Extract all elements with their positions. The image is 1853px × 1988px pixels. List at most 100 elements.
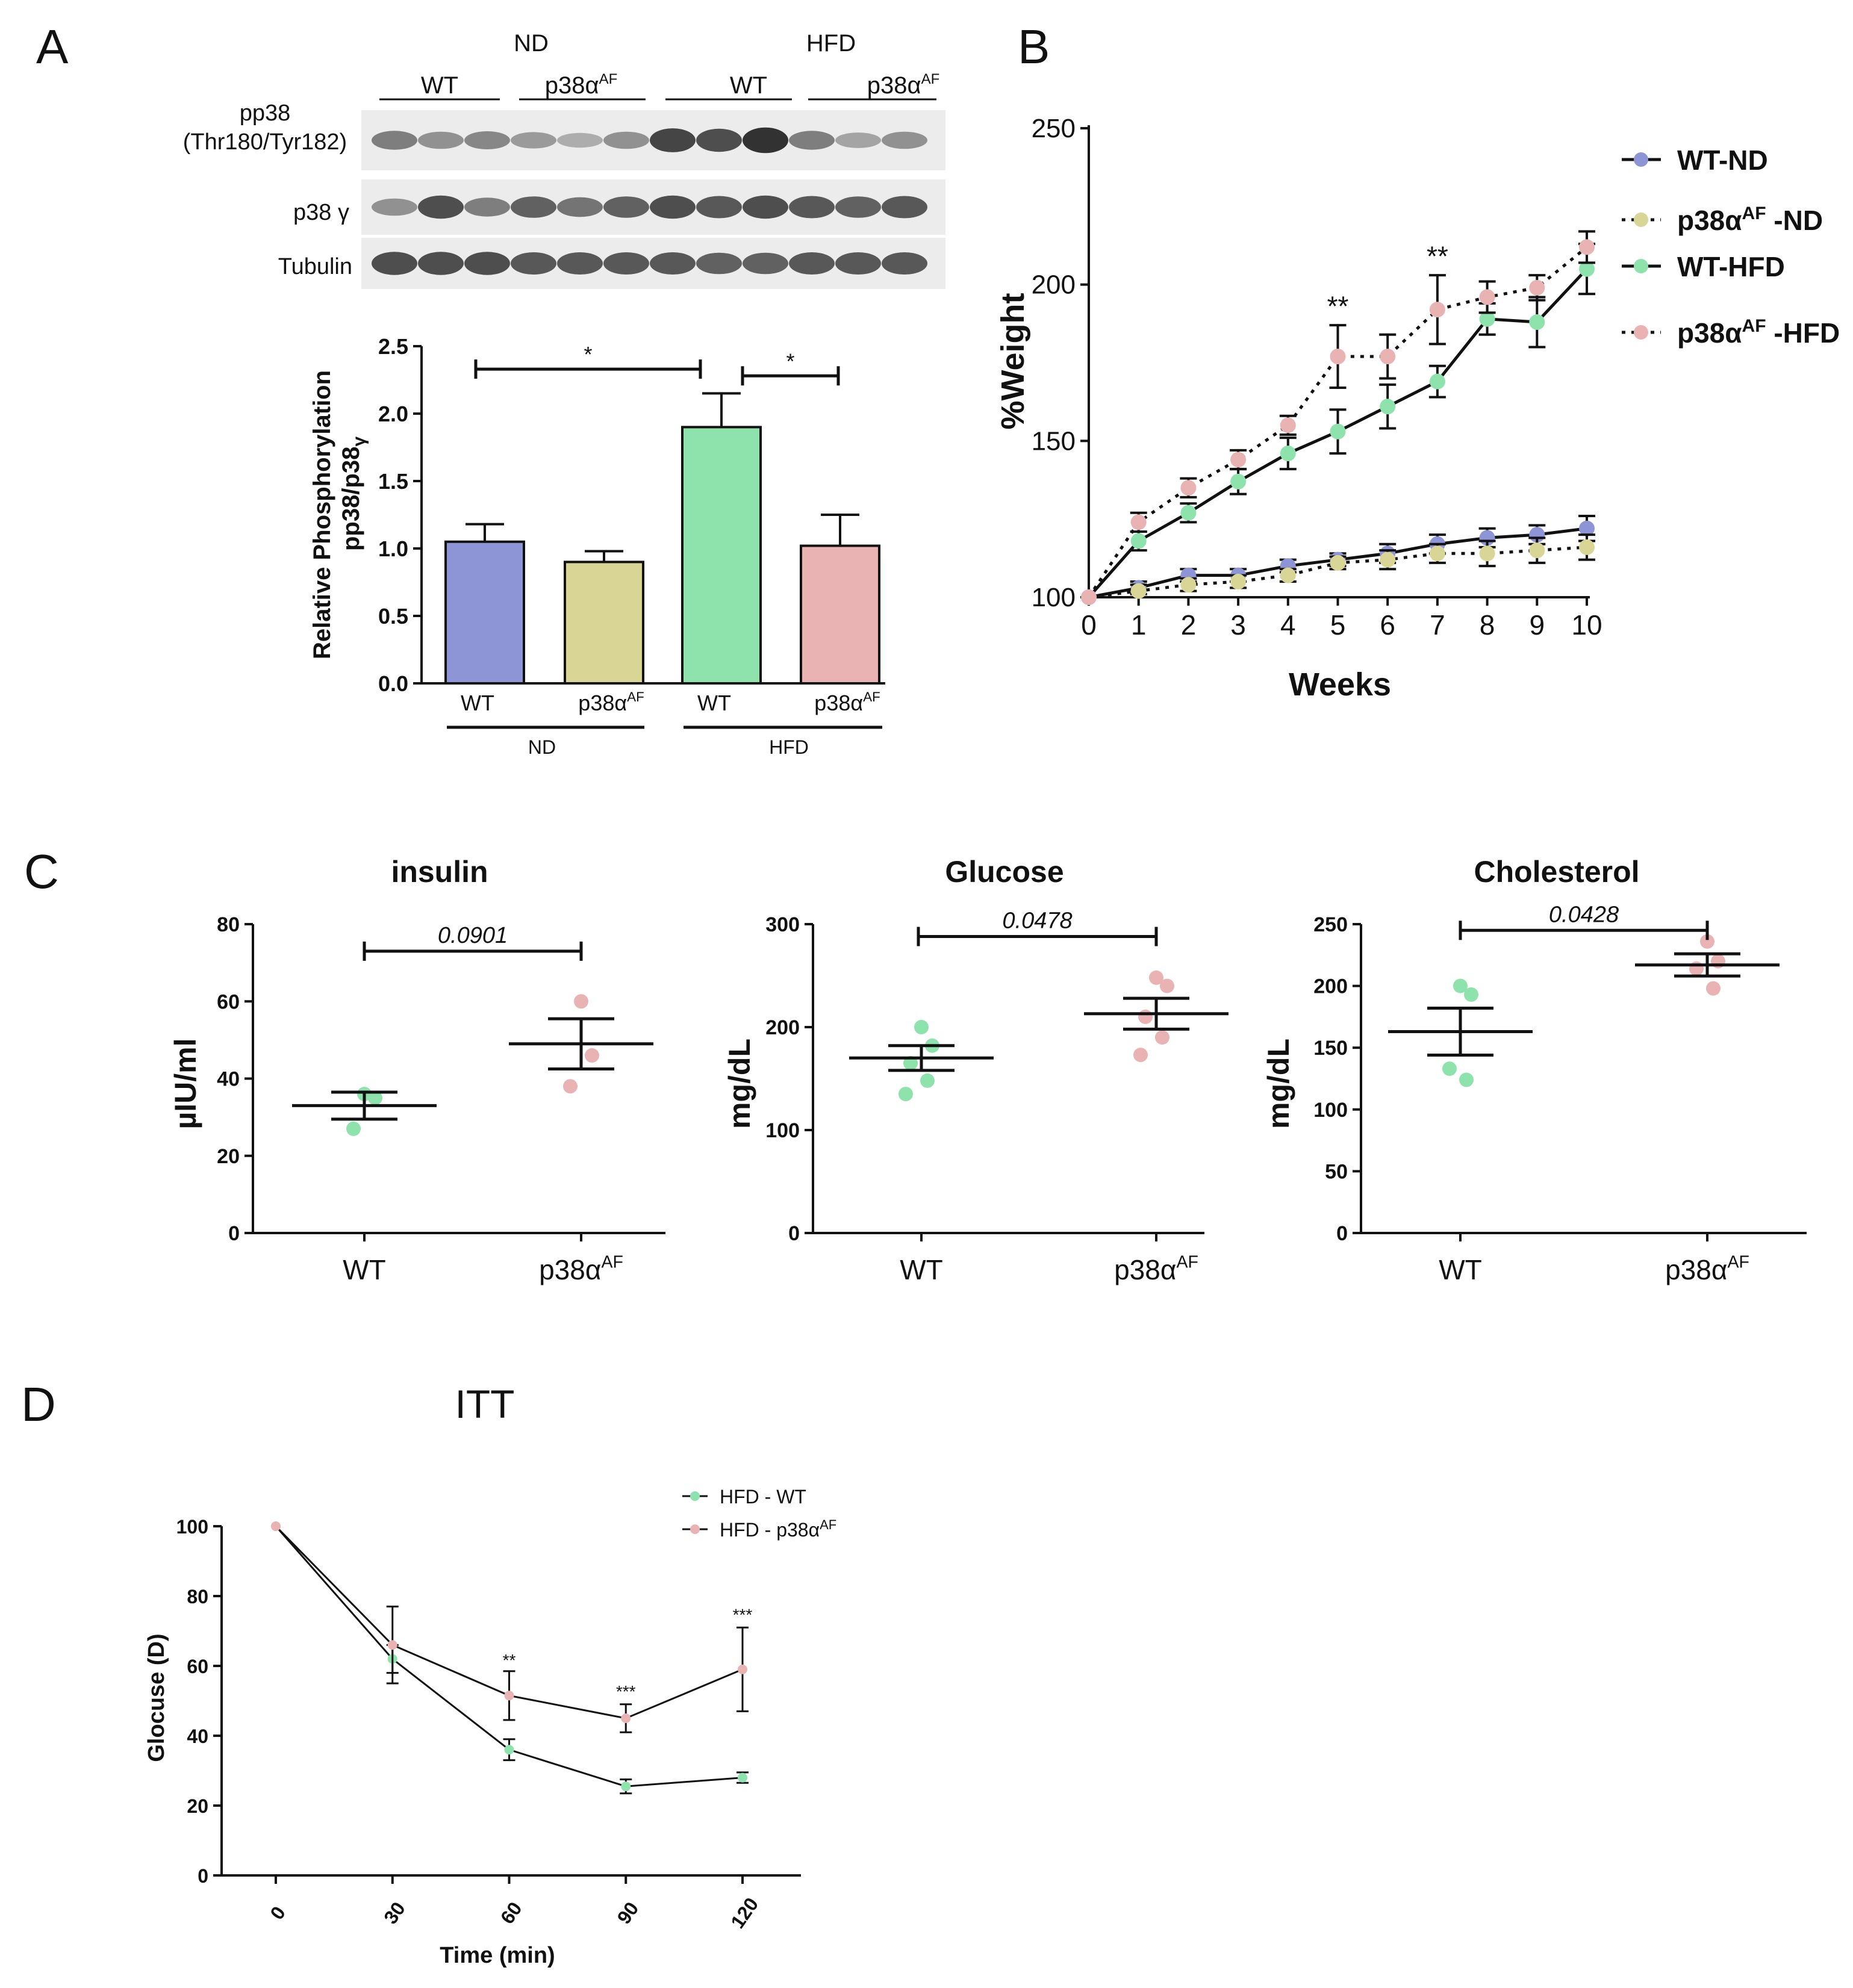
x-tick-label: 9 bbox=[1530, 609, 1545, 641]
data-point bbox=[1133, 1048, 1148, 1063]
blot-group-label: WT bbox=[379, 72, 500, 101]
y-tick-label: 80 bbox=[187, 1586, 208, 1607]
data-point bbox=[574, 994, 588, 1009]
y-tick-label: 0 bbox=[228, 1222, 240, 1245]
x-tick-label: 90 bbox=[613, 1898, 643, 1928]
data-point bbox=[920, 1073, 935, 1088]
blot-band bbox=[511, 132, 556, 149]
y-tick-label: 250 bbox=[1032, 114, 1076, 143]
y-axis-label: µIU/ml bbox=[169, 1038, 202, 1129]
blot-band bbox=[464, 252, 510, 275]
data-point bbox=[1180, 480, 1197, 496]
bar-chart-phosphorylation: 0.0 0.5 1.0 1.5 2.0 2.5 WT p38αAF WT p38αAF ND HFD *… bbox=[309, 334, 885, 758]
svg-text:WT: WT bbox=[421, 72, 458, 99]
data-point bbox=[1579, 539, 1595, 555]
data-point bbox=[1579, 239, 1595, 255]
western-blot: ND HFD WT p38αAF WT p38αAF pp38 (Thr180/… bbox=[183, 30, 945, 289]
x-tick-label: p38αAF bbox=[1665, 1253, 1749, 1285]
y-axis-label: %Weight bbox=[995, 293, 1031, 429]
p-value: 0.0478 bbox=[1002, 909, 1072, 934]
data-point bbox=[387, 1640, 397, 1650]
blot-row-label-p38g: p38 γ bbox=[293, 200, 349, 225]
y-tick-label: 150 bbox=[1032, 426, 1076, 456]
legend-marker bbox=[690, 1524, 700, 1534]
chart-title: ITT bbox=[455, 1382, 515, 1426]
blot-band bbox=[696, 252, 742, 275]
x-tick-label: 10 bbox=[1571, 609, 1602, 641]
y-tick-label: 2.5 bbox=[378, 334, 408, 359]
blot-band bbox=[603, 252, 649, 275]
data-point bbox=[1429, 545, 1445, 562]
blot-band bbox=[557, 132, 603, 148]
legend-label: p38αAF -HFD bbox=[1677, 316, 1840, 349]
blot-band bbox=[418, 131, 464, 149]
panel-label-a: A bbox=[36, 20, 69, 73]
y-axis-label: mg/dL bbox=[1262, 1039, 1295, 1129]
significance-star: *** bbox=[616, 1682, 636, 1701]
data-point bbox=[1180, 505, 1197, 521]
blot-band bbox=[835, 252, 881, 275]
legend-label: p38αAF -ND bbox=[1677, 203, 1823, 236]
y-tick-label: 0.5 bbox=[378, 604, 408, 629]
y-tick-label: 150 bbox=[1313, 1037, 1348, 1060]
x-tick-label: WT bbox=[461, 691, 494, 715]
data-point bbox=[1081, 589, 1097, 605]
data-point bbox=[738, 1772, 747, 1783]
x-tick-label: WT bbox=[1439, 1254, 1482, 1285]
y-tick-label: 20 bbox=[217, 1145, 240, 1168]
blot-row-label-pp38: pp38 bbox=[240, 101, 291, 126]
blot-band bbox=[372, 131, 417, 150]
line-chart-itt: ITT 0 20 40 60 80 100 0 30 60 90 120 Time (min) Glocu… bbox=[144, 1382, 836, 1968]
y-tick-label: 1.0 bbox=[378, 536, 408, 561]
x-axis-label: Time (min) bbox=[440, 1943, 555, 1968]
y-tick-label: 250 bbox=[1313, 913, 1348, 936]
data-point bbox=[1280, 417, 1296, 433]
line-chart-weight: 100 150 200 250 0 1 2 3 4 5 6 7 8 9 10 Weeks %Weight ** **… bbox=[995, 114, 1840, 703]
data-point bbox=[1280, 567, 1296, 583]
blot-band bbox=[464, 197, 510, 217]
y-tick-label: 60 bbox=[187, 1656, 208, 1677]
data-point bbox=[1459, 1072, 1474, 1087]
blot-band bbox=[650, 128, 696, 152]
data-point bbox=[1160, 978, 1174, 993]
data-point bbox=[1180, 577, 1197, 593]
blot-band bbox=[882, 196, 927, 219]
blot-band bbox=[372, 252, 417, 275]
data-point bbox=[1380, 349, 1396, 365]
blot-row-label-pp38-site: (Thr180/Tyr182) bbox=[183, 129, 347, 155]
blot-band bbox=[882, 252, 927, 275]
y-tick-label: 100 bbox=[176, 1516, 208, 1538]
x-tick-label: 6 bbox=[1380, 609, 1395, 641]
data-point bbox=[898, 1087, 913, 1102]
data-point bbox=[1479, 289, 1495, 305]
x-tick-label: WT bbox=[900, 1254, 943, 1285]
data-point bbox=[1380, 551, 1396, 568]
blot-band bbox=[511, 196, 556, 218]
significance-star: ** bbox=[1327, 291, 1349, 322]
data-point bbox=[1330, 554, 1346, 571]
blot-band bbox=[743, 127, 788, 154]
legend-marker bbox=[1634, 259, 1648, 273]
blot-band bbox=[650, 195, 696, 219]
blot-group-label: p38αAF bbox=[808, 71, 939, 101]
y-tick-label: 0 bbox=[198, 1865, 208, 1887]
data-point bbox=[1155, 1030, 1169, 1045]
legend-marker bbox=[1634, 325, 1648, 340]
blot-band bbox=[835, 132, 881, 148]
bar bbox=[800, 544, 880, 685]
data-point bbox=[1149, 970, 1163, 985]
blot-band bbox=[557, 197, 603, 217]
data-point bbox=[346, 1121, 361, 1136]
blot-band bbox=[882, 131, 927, 149]
x-tick-label: 0 bbox=[266, 1903, 290, 1924]
x-tick-label: 8 bbox=[1480, 609, 1495, 641]
data-point bbox=[738, 1664, 747, 1674]
legend-label: HFD - p38αAF bbox=[720, 1517, 836, 1541]
y-axis-label: mg/dL bbox=[723, 1039, 756, 1129]
blot-band bbox=[603, 131, 649, 149]
data-point bbox=[1479, 311, 1495, 327]
data-point bbox=[1138, 1009, 1153, 1024]
x-tick-label: 120 bbox=[726, 1893, 762, 1932]
significance-star: * bbox=[584, 342, 592, 367]
blot-band bbox=[743, 252, 788, 275]
